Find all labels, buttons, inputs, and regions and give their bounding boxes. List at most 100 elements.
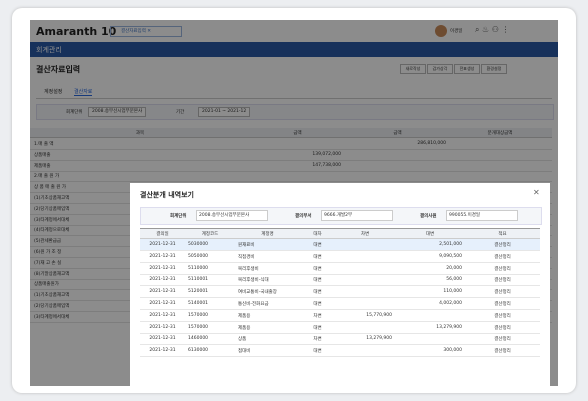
table-cell: 4,002,000 xyxy=(439,301,462,306)
table-cell: 5030000 xyxy=(188,242,209,247)
tab[interactable]: 계정설정 xyxy=(44,89,63,95)
table-cell: (5)관세환급금 xyxy=(34,239,62,245)
table-cell: 결산정리 xyxy=(494,278,511,284)
header-cell: 과목 xyxy=(135,131,145,136)
table-cell: (4)타계정으로대체 xyxy=(34,228,70,234)
row-line xyxy=(30,159,552,161)
table-cell: (3)타계정에서대체 xyxy=(34,217,70,223)
row-line xyxy=(140,344,540,346)
table-cell: 접대비 xyxy=(238,349,251,355)
toolbar-button[interactable]: 새로작성 xyxy=(400,64,426,74)
table-cell: 대변 xyxy=(313,302,322,307)
info-value: 2008.송무선시업부문본사 xyxy=(196,210,268,221)
info-label: 결의부서 xyxy=(295,214,312,219)
header-cell: 대차 xyxy=(313,232,322,237)
table-cell: 결산정리 xyxy=(494,325,511,331)
table-cell: 결산정리 xyxy=(494,349,511,355)
toolbar-button[interactable]: 전표생성 xyxy=(454,64,480,74)
table-cell: 2021-12-31 xyxy=(149,336,176,342)
row-line xyxy=(30,181,552,183)
modal-title: 결산분개 내역보기 xyxy=(140,191,194,199)
table-cell: 2021-12-31 xyxy=(149,312,176,318)
table-cell: 결산정리 xyxy=(494,290,511,296)
table-cell: (1)기초상품재고액 xyxy=(34,293,70,299)
table-cell: 5140001 xyxy=(188,301,209,306)
row-line xyxy=(140,285,540,287)
table-cell: 원재료비 xyxy=(238,243,255,248)
toolbar-button[interactable]: 환경설정 xyxy=(481,64,507,74)
table-cell: 2021-12-31 xyxy=(149,301,176,306)
selected-row[interactable] xyxy=(140,239,540,250)
table-cell: 차변 xyxy=(313,313,322,319)
table-cell: 9,090,500 xyxy=(439,253,462,259)
table-cell: 5120001 xyxy=(188,289,209,295)
toolbar-button[interactable]: 감가상각 xyxy=(427,64,453,74)
header-cell: 적요 xyxy=(498,232,507,237)
table-cell: 제품용 xyxy=(238,313,251,319)
table-cell: 147,738,000 xyxy=(312,162,341,168)
top-icons[interactable]: ⌕ ♨ ⚇ ⋮ xyxy=(475,25,510,34)
table-cell: 대변 xyxy=(313,266,322,272)
table-cell: 대변 xyxy=(313,243,322,248)
table-cell: 상품매출원가 xyxy=(34,282,59,288)
table-cell: (6)원 가 조 정 xyxy=(34,250,62,255)
table-cell: 1570000 xyxy=(188,312,209,318)
table-header xyxy=(30,128,552,138)
filter-value[interactable]: 2021-01 ~ 2021-12 xyxy=(198,107,251,117)
table-cell: 286,810,000 xyxy=(417,141,446,146)
table-cell: 2021-12-31 xyxy=(149,277,176,283)
table-cell: 2021-12-31 xyxy=(149,289,176,295)
app-tab[interactable]: 결산자료입력 ✕ xyxy=(110,26,182,37)
filter-bar xyxy=(36,104,554,120)
table-cell: 6130000 xyxy=(188,348,209,354)
divider xyxy=(36,98,552,99)
table-cell: 직접경비 xyxy=(238,254,255,260)
header-cell: 계정코드 xyxy=(201,232,219,237)
tab-label: 결산자료입력 xyxy=(121,29,146,34)
row-line xyxy=(140,320,540,322)
info-value: 990055.이경일 xyxy=(446,210,518,221)
table-cell: 2021-12-31 xyxy=(149,242,176,247)
row-line xyxy=(30,149,552,150)
table-cell: 139,072,000 xyxy=(312,151,341,157)
row-line xyxy=(140,356,540,358)
table-cell: 차변 xyxy=(313,337,322,343)
table-cell: 대변 xyxy=(313,290,322,296)
table-cell: 56,000 xyxy=(446,277,462,283)
nav-bar xyxy=(30,42,558,57)
table-cell: 복리후생비 xyxy=(238,266,259,272)
modal: 결산분개 내역보기 ✕ 회계단위 2008.송무선시업부문본사 결의부서 9666.개… xyxy=(130,183,550,386)
app-window: Amaranth 10 결산자료입력 ✕ 이경일 ⌕ ♨ ⚇ ⋮ 회계관리 결산… xyxy=(30,20,558,386)
table-cell: 결산정리 xyxy=(494,313,511,319)
tab[interactable]: 결산자료 xyxy=(74,89,93,96)
table-cell: (3)타계정에서대체 xyxy=(34,314,70,320)
user-name: 이경일 xyxy=(450,29,463,34)
info-value: 9666.개발2부 xyxy=(321,210,393,221)
table-cell: 5110001 xyxy=(188,277,209,283)
table-cell: 결산정리 xyxy=(494,254,511,260)
table-cell: 결산정리 xyxy=(494,266,511,272)
table-cell: 13,279,900 xyxy=(366,336,392,342)
row-line xyxy=(140,297,540,299)
row-line xyxy=(140,273,540,275)
row-line xyxy=(140,332,540,334)
nav-title: 회계관리 xyxy=(36,46,62,54)
table-cell: 제품용 xyxy=(238,325,251,331)
table-cell: 2.매 출 원 가 xyxy=(34,174,60,180)
header-cell: 계정명 xyxy=(261,232,274,237)
avatar[interactable] xyxy=(435,25,447,37)
table-cell: 대변 xyxy=(313,325,322,331)
header-cell: 금액 xyxy=(393,131,402,136)
table-cell: 결산정리 xyxy=(494,337,511,343)
header-cell: 금액 xyxy=(293,131,302,136)
table-cell: 1570000 xyxy=(188,324,209,330)
close-button[interactable]: ✕ xyxy=(533,188,540,197)
table-cell: 대변 xyxy=(313,278,322,284)
table-cell: 2,501,000 xyxy=(439,242,462,247)
filter-value[interactable]: 2008.송무선시업부문본사 xyxy=(88,107,147,117)
table-cell: (1)기초상품재고액 xyxy=(34,196,70,201)
filter-label: 회계단위 xyxy=(66,110,83,115)
row-line xyxy=(140,250,540,251)
table-cell: (2)당기상품매입액 xyxy=(34,304,70,309)
